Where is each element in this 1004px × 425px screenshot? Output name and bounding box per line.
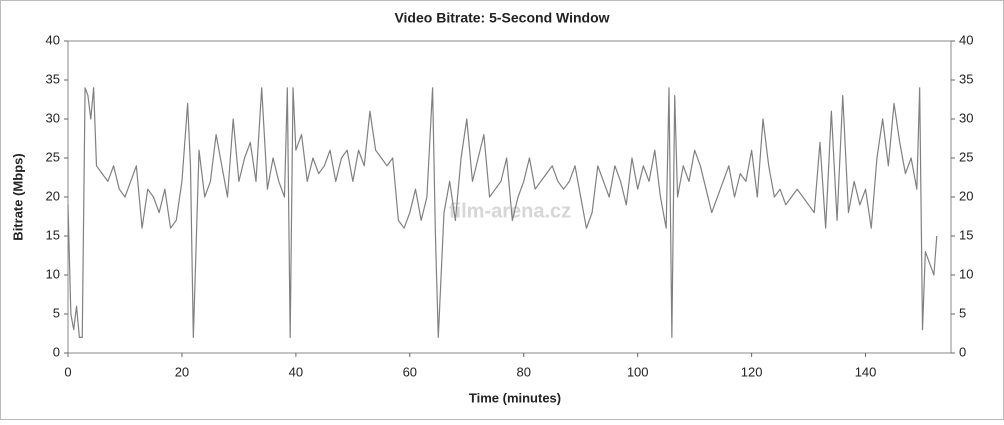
x-axis-label: Time (minutes) [469, 390, 561, 405]
y-tick-label: 20 [46, 188, 60, 203]
y2-tick-label: 35 [959, 71, 973, 86]
x-tick-label: 20 [175, 364, 189, 379]
y-tick-label: 5 [53, 305, 60, 320]
x-tick-label: 60 [403, 364, 417, 379]
chart-title: Video Bitrate: 5-Second Window [394, 10, 609, 26]
x-tick-label: 120 [741, 364, 763, 379]
y2-tick-label: 30 [959, 110, 973, 125]
y2-tick-label: 40 [959, 32, 973, 47]
y2-tick-label: 0 [959, 344, 966, 359]
x-tick-label: 80 [517, 364, 531, 379]
data-line [67, 87, 938, 338]
y2-tick-label: 20 [959, 188, 973, 203]
x-tick-label: 100 [627, 364, 649, 379]
y2-tick-label: 25 [959, 149, 973, 164]
y2-tick-label: 5 [959, 305, 966, 320]
y-tick-label: 35 [46, 71, 60, 86]
y-tick-label: 10 [46, 266, 60, 281]
x-tick-label: 40 [289, 364, 303, 379]
y-axis-label: Bitrate (Mbps) [10, 153, 25, 240]
y-tick-label: 40 [46, 32, 60, 47]
y-tick-label: 25 [46, 149, 60, 164]
y-tick-label: 30 [46, 110, 60, 125]
y2-tick-label: 10 [959, 266, 973, 281]
y2-tick-label: 15 [959, 227, 973, 242]
x-tick-label: 0 [64, 364, 71, 379]
y-tick-label: 15 [46, 227, 60, 242]
y-tick-label: 0 [53, 344, 60, 359]
watermark: film-arena.cz [449, 200, 571, 222]
x-tick-label: 140 [855, 364, 877, 379]
